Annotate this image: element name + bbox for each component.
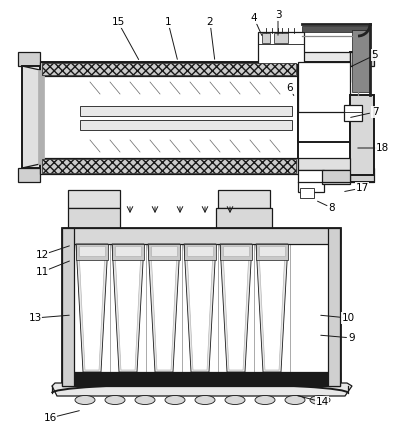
Bar (184, 244, 216, 260)
Ellipse shape (195, 396, 215, 404)
Bar (42, 159, 296, 173)
Bar (298, 62, 350, 112)
Bar (256, 244, 288, 260)
Bar (18, 168, 40, 182)
Polygon shape (76, 244, 108, 372)
Polygon shape (302, 26, 370, 32)
Text: 15: 15 (111, 17, 124, 27)
Bar (148, 244, 180, 260)
Ellipse shape (165, 396, 185, 404)
Text: 11: 11 (36, 267, 49, 277)
Bar (40, 62, 298, 174)
Text: 7: 7 (372, 107, 378, 117)
Bar (300, 188, 314, 198)
Bar (42, 63, 296, 75)
Text: 13: 13 (28, 313, 41, 323)
Text: 5: 5 (372, 50, 378, 60)
Bar (187, 246, 213, 256)
Bar (298, 158, 350, 170)
Bar (216, 208, 272, 230)
Text: 10: 10 (342, 313, 355, 323)
Polygon shape (112, 244, 144, 372)
Bar (40, 62, 298, 76)
Text: 16: 16 (43, 413, 57, 423)
Bar (350, 95, 374, 175)
Bar (298, 52, 350, 82)
Bar (218, 190, 270, 208)
Polygon shape (52, 383, 352, 396)
Bar (298, 62, 350, 142)
Text: 2: 2 (207, 17, 213, 27)
Text: 18: 18 (375, 143, 389, 153)
Bar (79, 246, 105, 256)
Bar (40, 158, 298, 174)
Bar (151, 246, 177, 256)
Bar (344, 105, 362, 121)
Text: 6: 6 (287, 83, 293, 93)
Text: 1: 1 (165, 17, 171, 27)
Text: 9: 9 (349, 333, 356, 343)
Polygon shape (148, 244, 180, 372)
Bar (274, 33, 288, 43)
Bar (328, 228, 340, 386)
Polygon shape (184, 244, 216, 372)
Bar (62, 228, 340, 244)
Bar (38, 70, 44, 164)
Text: 14: 14 (315, 397, 329, 407)
Bar (220, 244, 252, 260)
Ellipse shape (225, 396, 245, 404)
Bar (80, 120, 292, 130)
Bar (112, 244, 144, 260)
Text: 4: 4 (251, 13, 257, 23)
Text: 3: 3 (275, 10, 281, 20)
Polygon shape (79, 250, 105, 370)
Bar (350, 168, 374, 182)
Bar (62, 228, 74, 386)
Ellipse shape (105, 396, 125, 404)
Ellipse shape (310, 396, 330, 404)
Polygon shape (151, 250, 177, 370)
Bar (259, 246, 285, 256)
Bar (298, 170, 324, 192)
Bar (262, 33, 270, 43)
Polygon shape (223, 250, 249, 370)
Polygon shape (187, 250, 213, 370)
Ellipse shape (135, 396, 155, 404)
Ellipse shape (255, 396, 275, 404)
Polygon shape (352, 30, 370, 92)
Bar (62, 228, 340, 386)
Bar (322, 170, 350, 184)
Bar (62, 372, 340, 386)
Bar (258, 32, 304, 64)
Text: 8: 8 (329, 203, 335, 213)
Polygon shape (220, 244, 252, 372)
Bar (22, 66, 40, 168)
Bar (223, 246, 249, 256)
Polygon shape (259, 250, 285, 370)
Text: 17: 17 (356, 183, 369, 193)
Bar (76, 244, 108, 260)
Ellipse shape (285, 396, 305, 404)
Polygon shape (256, 244, 288, 372)
Polygon shape (115, 250, 141, 370)
Bar (18, 52, 40, 66)
Text: 12: 12 (36, 250, 49, 260)
Bar (350, 52, 374, 66)
Bar (80, 106, 292, 116)
Bar (115, 246, 141, 256)
Bar (68, 208, 120, 230)
Bar (68, 190, 120, 208)
Ellipse shape (75, 396, 95, 404)
